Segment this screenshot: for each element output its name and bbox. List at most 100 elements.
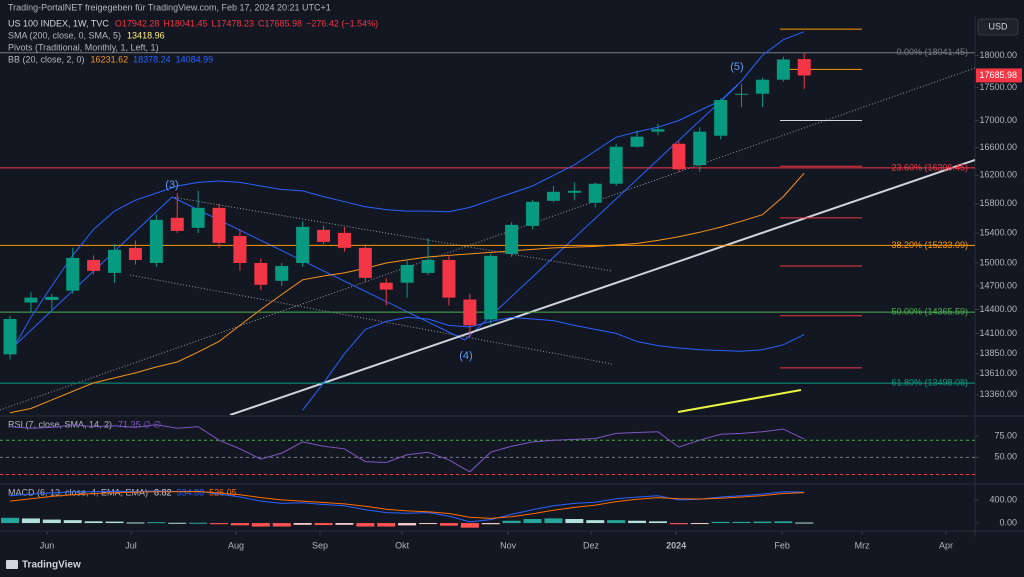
currency-button[interactable] — [977, 18, 1019, 36]
rsi-tick-label: 75.00 — [994, 430, 1017, 440]
macd-hist — [607, 520, 626, 524]
x-tick-label: Apr — [939, 540, 953, 550]
candle-body — [24, 297, 38, 303]
macd-hist — [126, 522, 145, 524]
candle-body — [693, 131, 707, 166]
macd-hist — [293, 523, 312, 525]
candle-body — [149, 219, 163, 263]
bb-label: BB (20, close, 2, 0) — [8, 54, 85, 64]
y-tick-label: 17000.00 — [979, 115, 1017, 125]
x-tick-label: Feb — [774, 540, 790, 550]
macd-hist — [189, 522, 208, 524]
x-tick-label: Aug — [228, 540, 244, 550]
rsi-label: RSI (7, close, SMA, 14, 2) — [8, 419, 112, 429]
macd-hist — [272, 523, 291, 527]
candle-body — [400, 264, 414, 283]
fib-label: 0.00% (18041.45) — [896, 47, 968, 57]
x-tick-label: Dez — [583, 540, 600, 550]
macd-tick-label: 400.00 — [989, 494, 1017, 504]
y-tick-label: 13850.00 — [979, 348, 1017, 358]
ohlc-value: O17942.28 — [115, 18, 160, 28]
macd-hist — [335, 523, 354, 525]
candle-body — [442, 259, 456, 298]
y-tick-label: 14700.00 — [979, 280, 1017, 290]
macd-hist — [147, 522, 166, 524]
macd-hist — [502, 520, 521, 524]
candle-body — [128, 247, 142, 260]
macd-hist — [774, 521, 793, 524]
macd-hist — [168, 522, 187, 524]
macd-hist — [690, 523, 709, 525]
candle-body — [714, 99, 728, 136]
fib-label: 61.80% (13498.08) — [891, 377, 968, 387]
wave-label: (3) — [165, 179, 178, 191]
pivot-label: Pivots (Traditional, Monthly, 1, Left, 1… — [8, 42, 159, 52]
candle-body — [108, 249, 122, 273]
macd-hist — [251, 523, 270, 527]
candle-body — [87, 259, 101, 271]
candle-body — [630, 136, 644, 147]
wave-line — [464, 84, 739, 341]
trendline — [129, 274, 613, 365]
candle-body — [379, 282, 393, 290]
macd-hist — [84, 521, 103, 524]
x-tick-label: Okt — [395, 540, 410, 550]
y-tick-label: 13610.00 — [979, 368, 1017, 378]
macd-hist — [21, 518, 40, 524]
bb-value: 16231.62 — [91, 54, 129, 64]
macd-hist — [230, 523, 249, 526]
rsi-line — [9, 424, 805, 473]
ohlc-value: −276.42 (−1.54%) — [306, 18, 378, 28]
rsi-tick-label: 50.00 — [994, 452, 1017, 462]
ohlc-value: H18041.45 — [163, 18, 207, 28]
macd-hist — [648, 521, 667, 524]
candle-body — [337, 232, 351, 248]
x-tick-label: 2024 — [666, 540, 686, 550]
macd-hist — [63, 520, 82, 524]
macd-hist — [795, 522, 814, 524]
macd-hist — [732, 521, 751, 524]
macd-hist — [565, 519, 584, 524]
candle-body — [421, 259, 435, 273]
candle-body — [170, 217, 184, 231]
macd-value: 526.05 — [209, 487, 237, 497]
candle-body — [358, 247, 372, 278]
y-tick-label: 15000.00 — [979, 257, 1017, 267]
candle-body — [672, 143, 686, 170]
logo: TradingView — [6, 560, 81, 571]
ohlc-value: C17685.98 — [258, 18, 302, 28]
candle-body — [735, 93, 749, 95]
symbol: US 100 INDEX, 1W, TVC — [8, 18, 109, 28]
x-tick-label: Sep — [312, 540, 328, 550]
candle-body — [505, 224, 519, 254]
x-tick-label: Jun — [40, 540, 55, 550]
trendline — [677, 389, 802, 413]
candle-body — [254, 262, 268, 285]
x-tick-label: Nov — [500, 540, 517, 550]
signal-line — [9, 490, 805, 519]
trendline — [0, 67, 975, 411]
currency[interactable]: USD — [988, 21, 1008, 31]
candle-body — [296, 226, 310, 263]
macd-hist — [586, 520, 605, 524]
macd-hist — [669, 523, 688, 525]
macd-hist — [460, 523, 479, 528]
macd-hist — [419, 523, 438, 525]
bb-upper — [9, 31, 805, 355]
fib-label: 23.60% (16306.45) — [891, 162, 968, 172]
y-tick-label: 16200.00 — [979, 170, 1017, 180]
macd-hist — [42, 519, 61, 524]
logo-icon — [6, 560, 18, 569]
candle-body — [609, 146, 623, 184]
wave-line — [9, 196, 173, 351]
trendline — [229, 159, 975, 415]
last-price-box — [976, 68, 1022, 83]
macd-hist — [439, 523, 458, 526]
macd-value: 8.82 — [154, 487, 172, 497]
macd-value: 534.88 — [177, 487, 205, 497]
candle-body — [776, 59, 790, 80]
x-tick-label: Mrz — [855, 540, 870, 550]
macd-hist — [356, 523, 375, 527]
bb-value: 14084.99 — [176, 54, 214, 64]
candle-body — [191, 207, 205, 228]
